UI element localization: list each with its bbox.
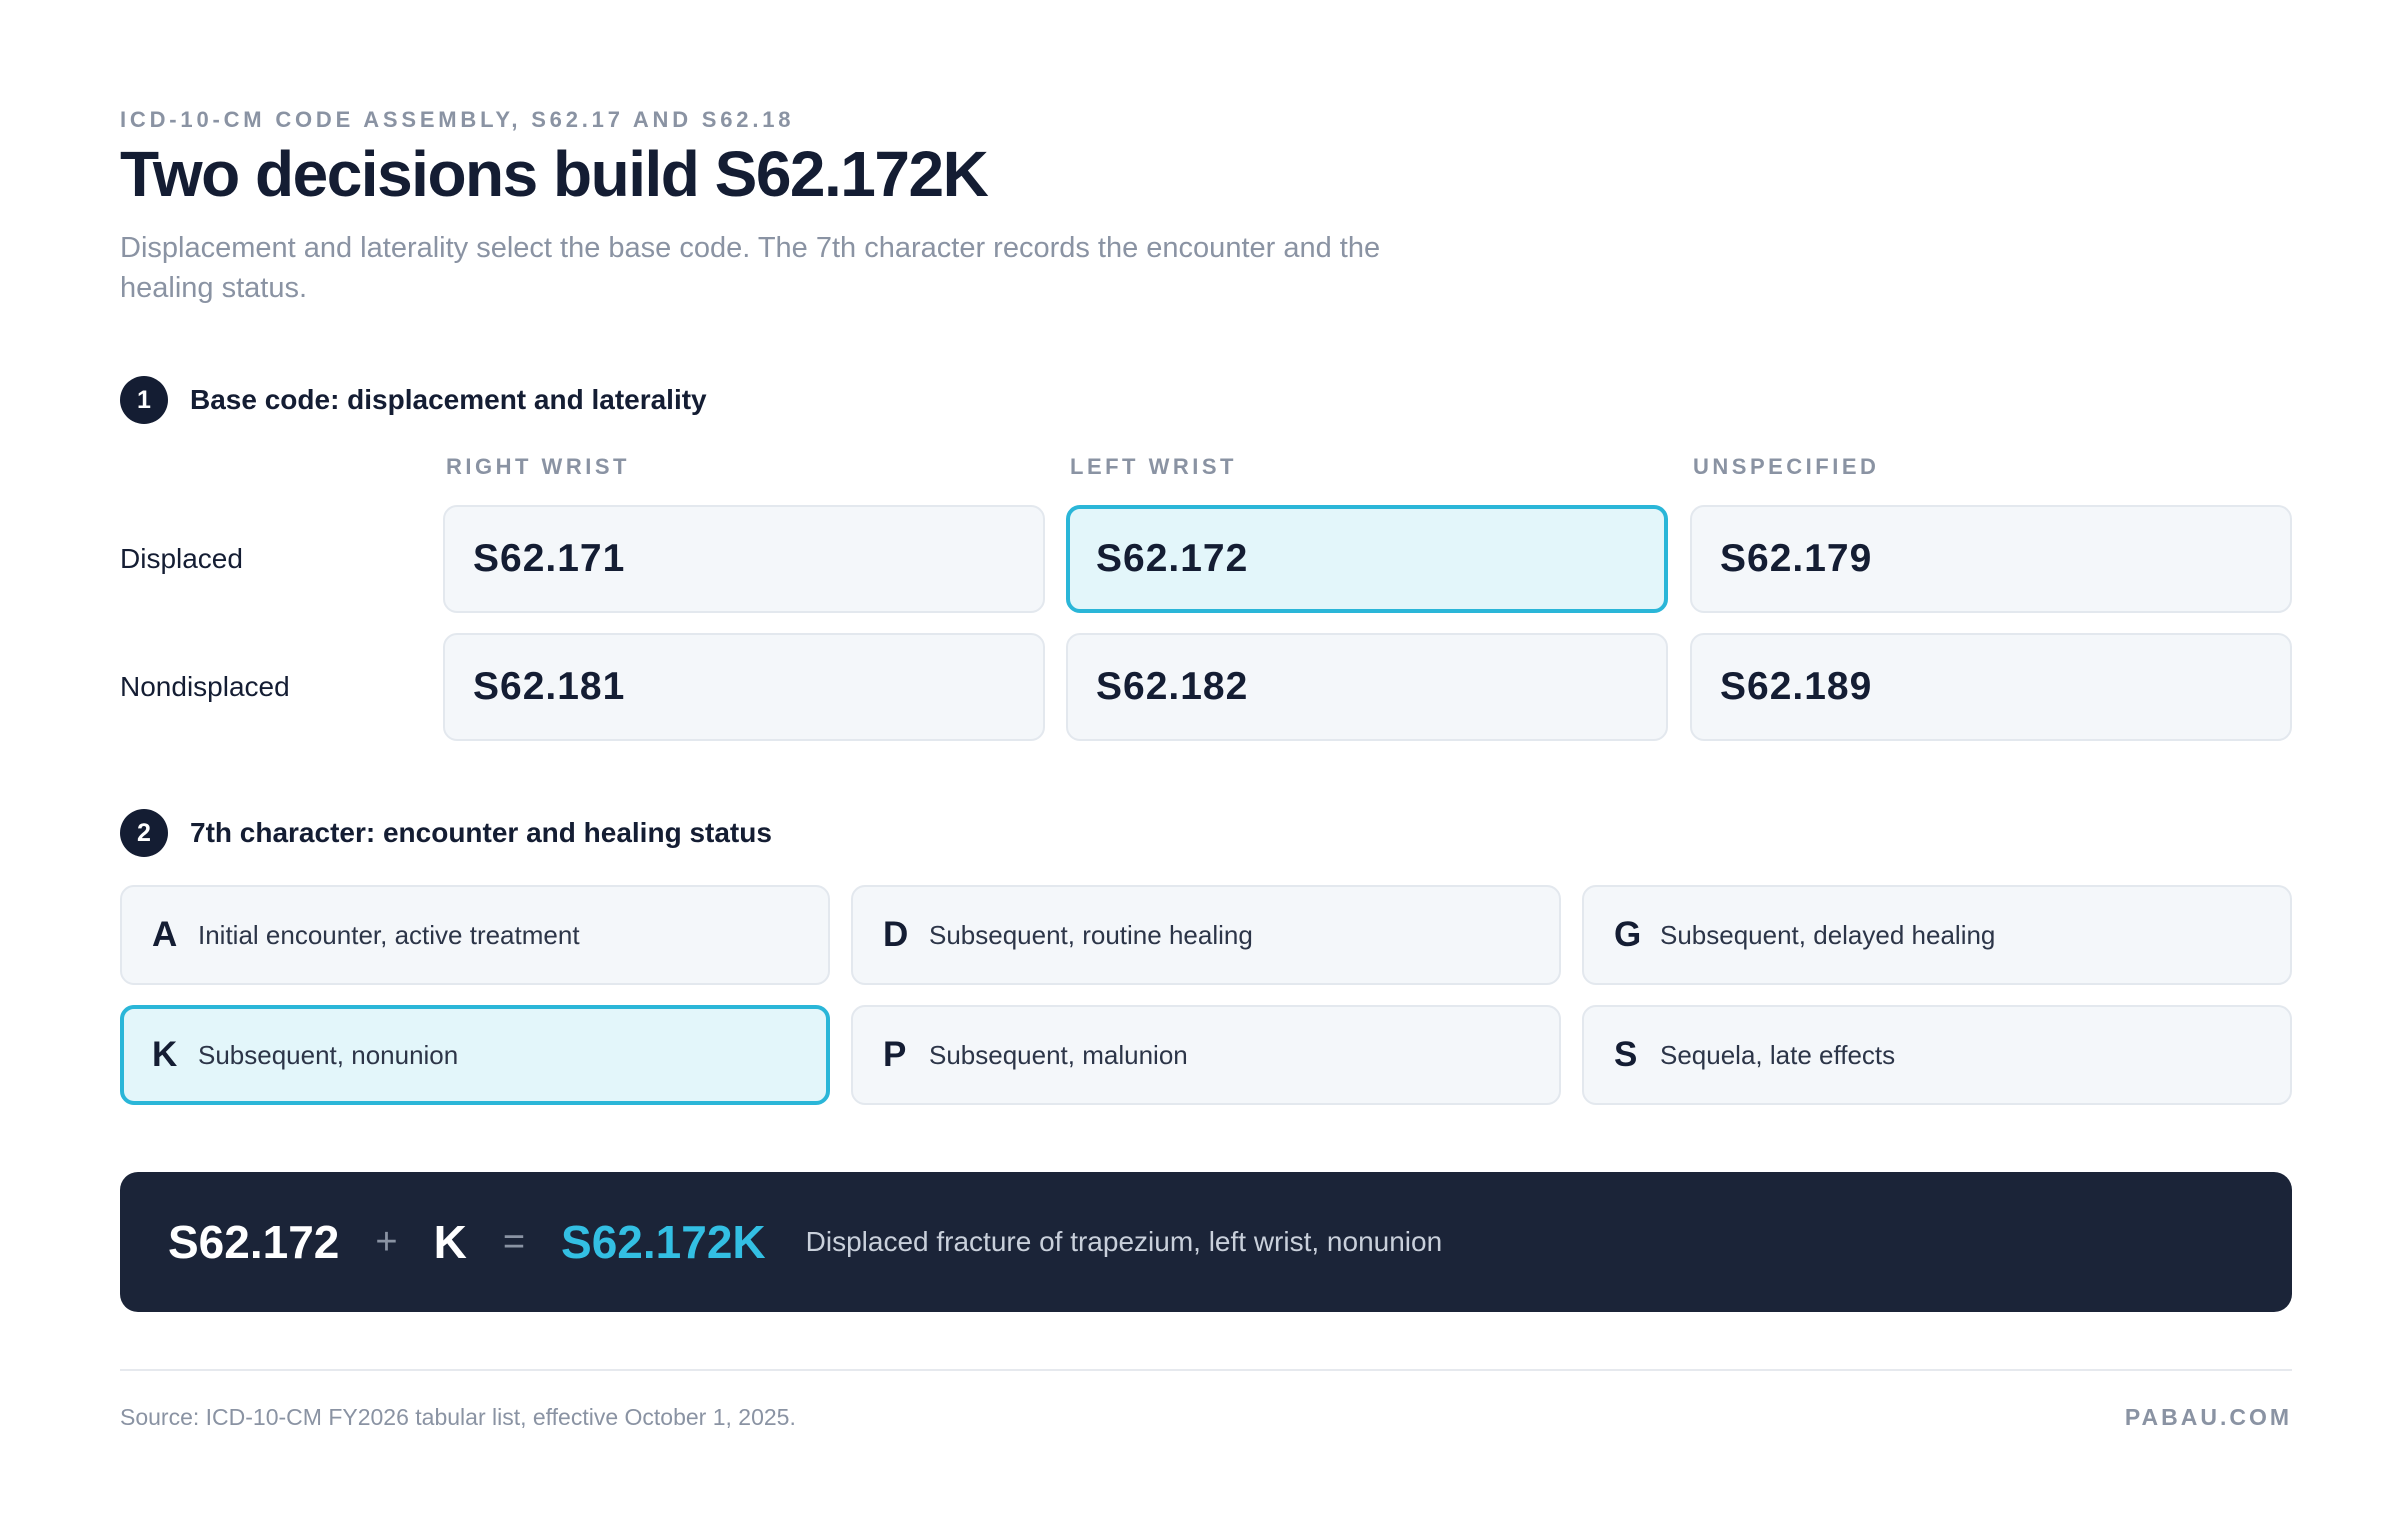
- brand-label: PABAU.COM: [2124, 1404, 2292, 1430]
- char-option-d[interactable]: D Subsequent, routine healing: [851, 885, 1561, 985]
- footer-divider: [120, 1369, 2292, 1371]
- code-text: S62.182: [1096, 665, 1249, 708]
- code-text: S62.172: [1096, 537, 1249, 580]
- char-option-g[interactable]: G Subsequent, delayed healing: [1582, 885, 2292, 985]
- step-1-label: Base code: displacement and laterality: [190, 384, 707, 415]
- equals-sign: =: [502, 1220, 526, 1263]
- char-description: Sequela, late effects: [1660, 1039, 1896, 1070]
- source-note: Source: ICD-10-CM FY2026 tabular list, e…: [120, 1404, 796, 1430]
- code-option-s62-172-selected[interactable]: S62.172: [1066, 505, 1668, 613]
- char-option-a[interactable]: A Initial encounter, active treatment: [120, 885, 830, 985]
- result-description: Displaced fracture of trapezium, left wr…: [805, 1226, 1443, 1257]
- code-text: S62.181: [473, 665, 626, 708]
- code-option-s62-182[interactable]: S62.182: [1066, 633, 1668, 741]
- code-text: S62.189: [1720, 665, 1873, 708]
- code-text: S62.179: [1720, 537, 1873, 580]
- char-description: Subsequent, malunion: [929, 1039, 1188, 1070]
- column-header-right-wrist: RIGHT WRIST: [446, 454, 630, 479]
- step-2-badge: 2: [120, 809, 168, 857]
- code-option-s62-179[interactable]: S62.179: [1690, 505, 2292, 613]
- result-base-code: S62.172: [168, 1216, 340, 1268]
- char-option-s[interactable]: S Sequela, late effects: [1582, 1005, 2292, 1105]
- char-letter: G: [1614, 915, 1642, 954]
- code-option-s62-171[interactable]: S62.171: [443, 505, 1045, 613]
- char-letter: A: [152, 915, 178, 954]
- code-option-s62-181[interactable]: S62.181: [443, 633, 1045, 741]
- plus-sign: +: [375, 1220, 398, 1263]
- char-description: Initial encounter, active treatment: [198, 919, 580, 950]
- step-2-label: 7th character: encounter and healing sta…: [190, 817, 772, 848]
- char-letter: K: [152, 1035, 178, 1074]
- step-1-badge: 1: [120, 376, 168, 424]
- char-description: Subsequent, routine healing: [929, 919, 1253, 950]
- step-2-heading: 2 7th character: encounter and healing s…: [120, 809, 772, 857]
- result-full-code: S62.172K: [561, 1216, 766, 1268]
- column-header-left-wrist: LEFT WRIST: [1070, 454, 1237, 479]
- char-option-k-selected[interactable]: K Subsequent, nonunion: [120, 1005, 830, 1105]
- page-subtitle: Displacement and laterality select the b…: [120, 232, 1381, 304]
- eyebrow: ICD-10-CM CODE ASSEMBLY, S62.17 AND S62.…: [120, 107, 795, 132]
- result-bar: S62.172 + K = S62.172K Displaced fractur…: [120, 1172, 2292, 1312]
- step-1-heading: 1 Base code: displacement and laterality: [120, 376, 707, 424]
- char-letter: S: [1614, 1035, 1638, 1074]
- char-letter: P: [883, 1035, 907, 1074]
- row-label-displaced: Displaced: [120, 543, 243, 574]
- page-title: Two decisions build S62.172K: [120, 138, 989, 210]
- row-label-nondisplaced: Nondisplaced: [120, 671, 290, 702]
- char-description: Subsequent, delayed healing: [1660, 919, 1996, 950]
- column-header-unspecified: UNSPECIFIED: [1693, 454, 1880, 479]
- result-7th-character: K: [433, 1216, 467, 1268]
- char-letter: D: [883, 915, 909, 954]
- code-text: S62.171: [473, 537, 626, 580]
- char-option-p[interactable]: P Subsequent, malunion: [851, 1005, 1561, 1105]
- code-option-s62-189[interactable]: S62.189: [1690, 633, 2292, 741]
- char-description: Subsequent, nonunion: [198, 1039, 459, 1070]
